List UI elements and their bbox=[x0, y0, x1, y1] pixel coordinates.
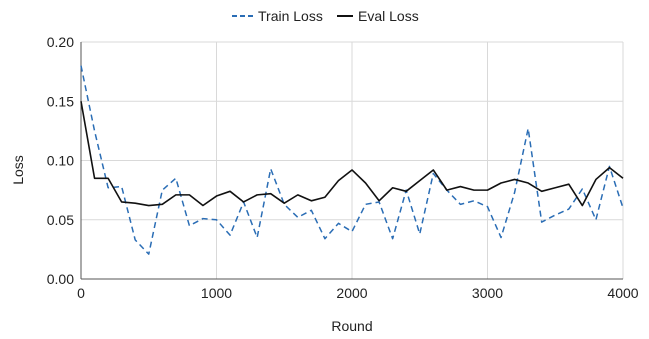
grid bbox=[81, 41, 624, 279]
axes bbox=[80, 42, 623, 280]
legend: Train Loss Eval Loss bbox=[232, 8, 419, 24]
x-axis-title: Round bbox=[331, 318, 372, 334]
x-tick-label: 2000 bbox=[336, 285, 367, 301]
y-axis-title: Loss bbox=[10, 155, 26, 185]
y-tick-label: 0.00 bbox=[47, 271, 74, 287]
y-tick-label: 0.20 bbox=[47, 34, 74, 50]
plot-area bbox=[80, 65, 624, 255]
x-tick-label: 1000 bbox=[201, 285, 232, 301]
y-tick-label: 0.05 bbox=[47, 212, 74, 228]
x-tick-label: 3000 bbox=[472, 285, 503, 301]
legend-label-train-loss: Train Loss bbox=[258, 8, 323, 24]
y-tick-label: 0.15 bbox=[47, 93, 74, 109]
tick-labels: 0.00 0.05 0.10 0.15 0.20 0 1000 2000 3000 4000 bbox=[47, 34, 639, 301]
series-line-train-loss bbox=[80, 65, 624, 255]
y-tick-label: 0.10 bbox=[47, 153, 74, 169]
x-tick-label: 0 bbox=[77, 285, 85, 301]
x-tick-label: 4000 bbox=[607, 285, 638, 301]
series-line-eval-loss bbox=[80, 101, 624, 207]
legend-label-eval-loss: Eval Loss bbox=[358, 8, 419, 24]
